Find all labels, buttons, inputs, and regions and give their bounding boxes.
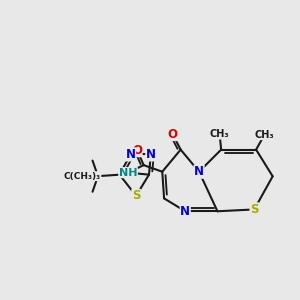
Text: C(CH₃)₃: C(CH₃)₃ <box>64 172 101 181</box>
Text: N: N <box>194 165 204 178</box>
Text: CH₃: CH₃ <box>255 130 274 140</box>
Text: O: O <box>132 144 142 157</box>
Text: S: S <box>250 203 259 216</box>
Text: N: N <box>180 205 190 218</box>
Text: NH: NH <box>119 168 137 178</box>
Text: S: S <box>132 189 140 202</box>
Text: N: N <box>146 148 156 161</box>
Text: CH₃: CH₃ <box>210 129 230 139</box>
Text: O: O <box>168 128 178 140</box>
Text: N: N <box>126 148 136 161</box>
